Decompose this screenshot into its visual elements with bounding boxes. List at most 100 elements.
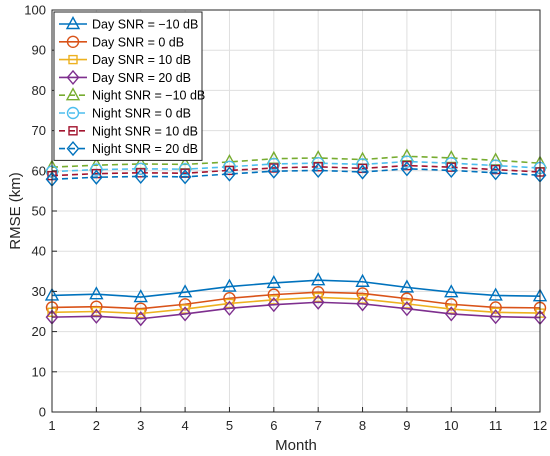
legend-entry-label: Night SNR = 0 dB — [92, 107, 191, 121]
data-point-marker — [400, 301, 414, 317]
series-line — [51, 291, 541, 310]
data-point-marker — [178, 162, 192, 176]
data-point-marker — [489, 159, 502, 172]
y-tick-label: 10 — [32, 364, 46, 379]
data-point-marker — [311, 272, 326, 286]
data-point-marker — [90, 163, 103, 176]
data-point-marker — [180, 304, 190, 314]
x-tick-label: 8 — [359, 418, 366, 433]
x-tick-label: 2 — [93, 418, 100, 433]
data-point-marker — [223, 166, 236, 182]
data-point-marker — [134, 162, 147, 175]
series-line — [51, 301, 541, 320]
x-tick-label: 10 — [444, 418, 458, 433]
data-point-marker — [177, 284, 193, 298]
legend-marker — [66, 35, 80, 48]
legend-entry-label: Night SNR = 10 dB — [92, 124, 198, 138]
x-tick-label: 12 — [533, 418, 547, 433]
x-tick-label: 6 — [270, 418, 277, 433]
y-tick-label: 100 — [24, 3, 46, 18]
series-8 — [45, 161, 547, 187]
data-point-marker — [222, 278, 237, 292]
series-line — [51, 164, 541, 177]
data-point-marker — [133, 289, 148, 303]
data-point-marker — [91, 306, 102, 317]
x-tick-label: 5 — [226, 418, 233, 433]
y-tick-label: 0 — [39, 405, 46, 420]
y-axis-label: RMSE (km) — [7, 172, 24, 250]
series-line — [51, 167, 541, 181]
legend-marker — [66, 69, 80, 85]
series-1 — [44, 272, 548, 303]
legend-marker — [65, 16, 81, 30]
data-point-marker — [355, 273, 370, 287]
y-tick-label: 50 — [32, 204, 46, 219]
data-point-marker — [445, 156, 458, 170]
series-line — [51, 279, 541, 298]
legend-entry-label: Day SNR = 20 dB — [92, 71, 191, 85]
data-point-marker — [269, 295, 279, 305]
data-point-marker — [444, 284, 459, 298]
legend-entry-label: Night SNR = 20 dB — [92, 142, 198, 156]
data-point-marker — [89, 169, 103, 185]
data-point-marker — [89, 286, 104, 300]
y-tick-label: 70 — [32, 123, 46, 138]
data-point-marker — [444, 162, 458, 178]
series-line — [51, 155, 541, 168]
data-point-marker — [313, 292, 323, 303]
data-point-marker — [400, 155, 414, 168]
data-point-marker — [134, 168, 148, 185]
data-point-marker — [311, 162, 325, 178]
legend-marker — [68, 126, 78, 136]
data-point-marker — [446, 304, 456, 314]
legend-entry-label: Day SNR = 0 dB — [92, 35, 184, 49]
y-tick-label: 60 — [32, 163, 46, 178]
legend-entry-label: Night SNR = −10 dB — [92, 89, 205, 103]
legend-entry-label: Day SNR = −10 dB — [92, 18, 198, 32]
data-point-marker — [223, 160, 236, 173]
y-tick-label: 90 — [32, 43, 46, 58]
legend: Day SNR = −10 dB Day SNR = 0 dB Day SNR = … — [53, 11, 205, 161]
data-point-marker — [356, 164, 369, 180]
data-point-marker — [267, 297, 281, 313]
legend-entry-label: Day SNR = 10 dB — [92, 53, 191, 67]
legend-marker — [68, 54, 78, 65]
data-point-marker — [178, 169, 192, 185]
data-point-marker — [178, 306, 192, 322]
data-point-marker — [313, 162, 323, 172]
x-tick-label: 1 — [48, 418, 55, 433]
data-point-marker — [311, 156, 325, 170]
series-line — [51, 160, 541, 173]
data-point-marker — [224, 298, 235, 309]
data-point-marker — [444, 306, 458, 322]
data-point-marker — [267, 157, 281, 171]
data-point-marker — [357, 294, 368, 304]
y-tick-label: 80 — [32, 83, 46, 98]
data-point-marker — [400, 161, 414, 177]
data-point-marker — [311, 294, 325, 310]
data-point-marker — [489, 309, 503, 325]
data-point-marker — [224, 165, 235, 176]
legend-marker — [65, 87, 81, 101]
series-line — [51, 296, 541, 315]
legend-marker — [66, 141, 80, 157]
x-tick-label: 7 — [315, 418, 322, 433]
data-point-marker — [136, 308, 146, 319]
legend-marker — [66, 106, 80, 120]
data-point-marker — [489, 165, 503, 181]
data-point-marker — [488, 287, 503, 301]
x-tick-label: 3 — [137, 418, 144, 433]
y-tick-label: 30 — [32, 284, 46, 299]
data-point-marker — [136, 168, 146, 178]
y-tick-label: 20 — [32, 324, 46, 339]
y-tick-label: 40 — [32, 244, 46, 259]
x-tick-label: 4 — [181, 418, 188, 433]
data-point-marker — [399, 279, 415, 293]
data-point-marker — [402, 299, 412, 309]
data-point-marker — [266, 274, 281, 289]
data-point-marker — [89, 308, 103, 324]
data-point-marker — [134, 311, 148, 327]
x-tick-label: 11 — [489, 418, 503, 433]
